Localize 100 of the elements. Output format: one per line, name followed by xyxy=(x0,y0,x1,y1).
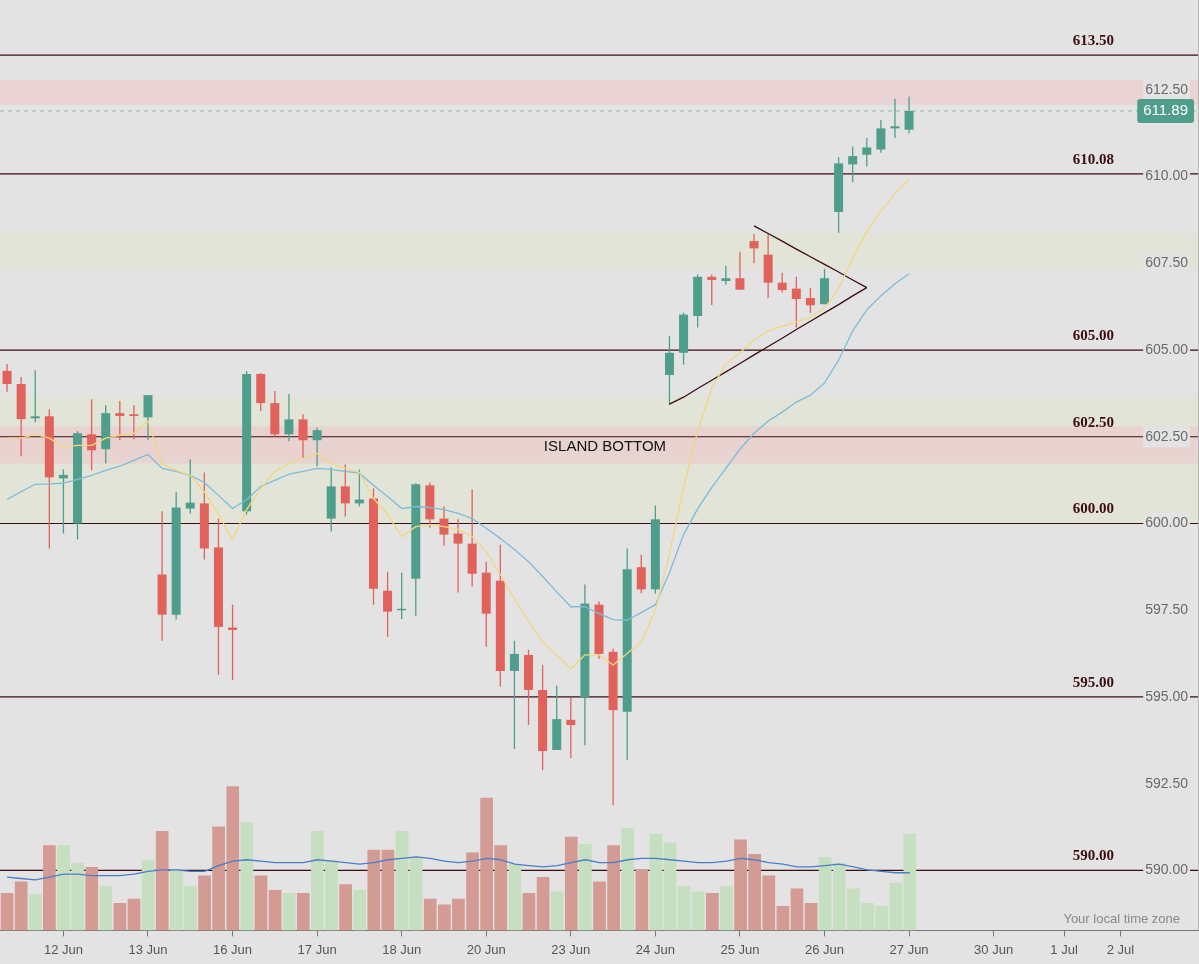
x-tick-label: 27 Jun xyxy=(889,941,929,957)
bar xyxy=(579,843,592,931)
ref-line-label: 602.50 xyxy=(1072,413,1114,430)
bar xyxy=(14,881,28,931)
bar xyxy=(113,903,127,931)
candlestick xyxy=(185,458,195,515)
bar xyxy=(141,859,155,931)
candlestick xyxy=(566,697,576,759)
bar xyxy=(282,892,296,931)
bar xyxy=(28,894,42,931)
x-tick-label: 25 Jun xyxy=(720,941,760,957)
candlestick xyxy=(298,413,308,459)
bar xyxy=(296,892,310,931)
bar xyxy=(720,885,733,931)
candlestick xyxy=(143,394,153,441)
x-tick-label: 30 Jun xyxy=(974,941,1014,957)
bar xyxy=(381,849,395,931)
candlestick xyxy=(87,398,97,472)
candlestick xyxy=(721,265,731,286)
x-tick-label: 13 Jun xyxy=(128,941,168,957)
ref-line-label: 610.08 xyxy=(1072,150,1114,167)
bar xyxy=(268,890,282,931)
candlestick xyxy=(876,119,886,154)
candlestick xyxy=(284,393,294,442)
y-tick-label: 605.00 xyxy=(1145,340,1189,357)
bar xyxy=(99,885,113,931)
x-tick-label: 23 Jun xyxy=(551,941,591,957)
bar xyxy=(706,892,719,931)
x-tick-label: 16 Jun xyxy=(213,941,253,957)
candlestick xyxy=(439,505,449,547)
bar xyxy=(677,885,691,931)
candlestick xyxy=(509,640,519,750)
bar xyxy=(635,869,649,931)
candlestick xyxy=(791,276,801,329)
candlestick xyxy=(2,363,12,393)
x-tick-label: 17 Jun xyxy=(297,941,337,957)
bar xyxy=(691,891,705,931)
bar xyxy=(536,877,550,931)
bar xyxy=(85,866,99,931)
y-tick-label: 595.00 xyxy=(1145,687,1189,704)
candlestick xyxy=(735,251,745,291)
bar xyxy=(395,830,409,931)
candlestick xyxy=(129,404,139,440)
bar xyxy=(353,890,367,931)
bar xyxy=(621,828,635,931)
bar xyxy=(339,884,352,931)
bar xyxy=(564,836,578,931)
candlestick xyxy=(115,400,125,441)
y-tick-label: 602.50 xyxy=(1145,427,1189,444)
y-tick-label: 600.00 xyxy=(1145,514,1189,531)
bar xyxy=(127,898,141,931)
ref-line-label: 613.50 xyxy=(1072,32,1114,49)
x-tick-label: 2 Jul xyxy=(1106,941,1135,957)
candlestick xyxy=(848,145,858,183)
candlestick xyxy=(340,463,350,518)
bar xyxy=(155,830,169,931)
bar xyxy=(663,842,677,931)
bar xyxy=(508,864,522,931)
ref-line-label: 611.89 xyxy=(1143,101,1188,119)
bar xyxy=(550,891,564,931)
x-tick-label: 20 Jun xyxy=(466,941,506,957)
ref-line-label: 590.00 xyxy=(1072,847,1114,864)
bar xyxy=(804,903,818,931)
candlestick xyxy=(312,426,322,467)
bar xyxy=(790,888,804,931)
bar xyxy=(367,849,381,931)
y-tick-label: 610.00 xyxy=(1145,167,1189,184)
bar xyxy=(522,892,536,931)
bar xyxy=(409,856,423,931)
ref-line-label: 595.00 xyxy=(1072,673,1114,690)
candlestick xyxy=(453,518,463,594)
candlestick xyxy=(749,233,759,264)
bar xyxy=(649,833,663,931)
y-tick-label: 597.50 xyxy=(1145,601,1189,618)
y-tick-label: 590.00 xyxy=(1145,861,1189,878)
candlestick xyxy=(636,554,646,594)
candlestick xyxy=(30,369,40,423)
candlestick xyxy=(777,272,787,294)
bar xyxy=(254,875,268,931)
y-tick-label: 612.50 xyxy=(1145,80,1189,97)
bar xyxy=(240,822,254,931)
band-label: ISLAND BOTTOM xyxy=(543,437,667,455)
y-tick-label: 607.50 xyxy=(1145,254,1189,271)
candlestick xyxy=(904,95,914,135)
x-tick-label: 18 Jun xyxy=(382,941,422,957)
candlestick xyxy=(383,571,393,638)
ref-line-label: 600.00 xyxy=(1072,500,1114,517)
x-tick-label: 1 Jul xyxy=(1050,941,1078,957)
x-tick-label: 24 Jun xyxy=(635,941,675,957)
bar xyxy=(43,845,56,931)
y-tick-label: 592.50 xyxy=(1145,774,1189,791)
candlestick xyxy=(805,287,815,314)
x-tick-label: 26 Jun xyxy=(804,941,845,957)
x-tick-label: 12 Jun xyxy=(43,941,83,957)
ref-line-label: 605.00 xyxy=(1072,327,1114,344)
bar xyxy=(776,905,790,931)
annotation: Your local time zone xyxy=(1063,911,1180,927)
bar xyxy=(0,892,14,931)
candlestick xyxy=(707,273,717,306)
candlestick xyxy=(862,137,872,168)
